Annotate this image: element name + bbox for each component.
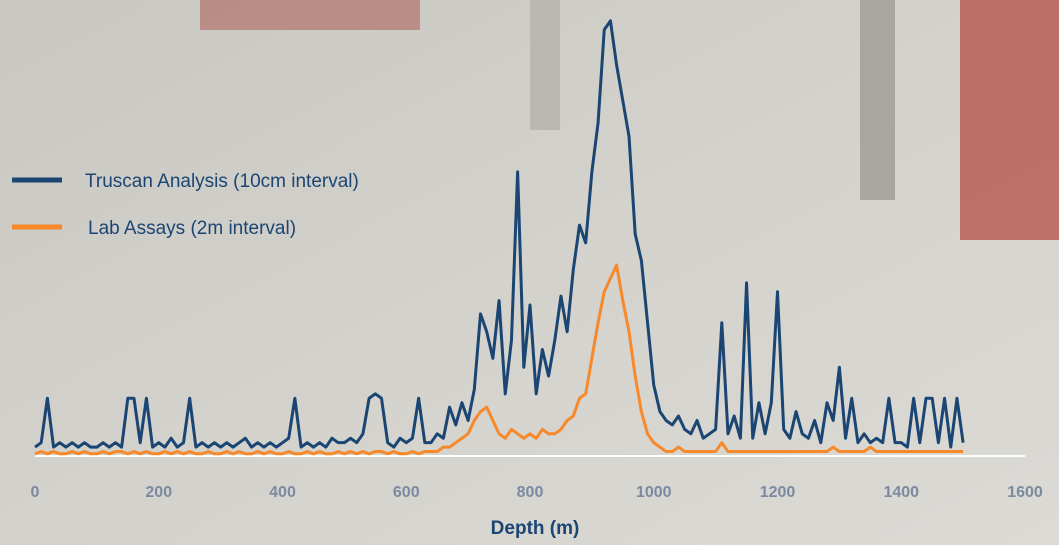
- x-tick-label: 800: [517, 484, 544, 501]
- photo-cart: [960, 0, 1059, 240]
- x-tick-label: 400: [269, 484, 296, 501]
- legend-label: Truscan Analysis (10cm interval): [85, 171, 359, 192]
- photo-post: [860, 0, 895, 200]
- photo-object: [200, 0, 420, 30]
- photo-post: [530, 0, 560, 130]
- series-line: [34, 263, 964, 456]
- x-tick-label: 1000: [636, 484, 672, 501]
- x-tick-label: 1200: [760, 484, 796, 501]
- x-tick-label: 0: [31, 484, 40, 501]
- legend-label: Lab Assays (2m interval): [88, 218, 296, 239]
- series-line: [34, 19, 965, 449]
- x-tick-label: 1400: [883, 484, 919, 501]
- x-tick-label: 200: [145, 484, 172, 501]
- x-axis-title: Depth (m): [491, 518, 580, 539]
- x-tick-label: 600: [393, 484, 420, 501]
- x-tick-label: 1600: [1007, 484, 1043, 501]
